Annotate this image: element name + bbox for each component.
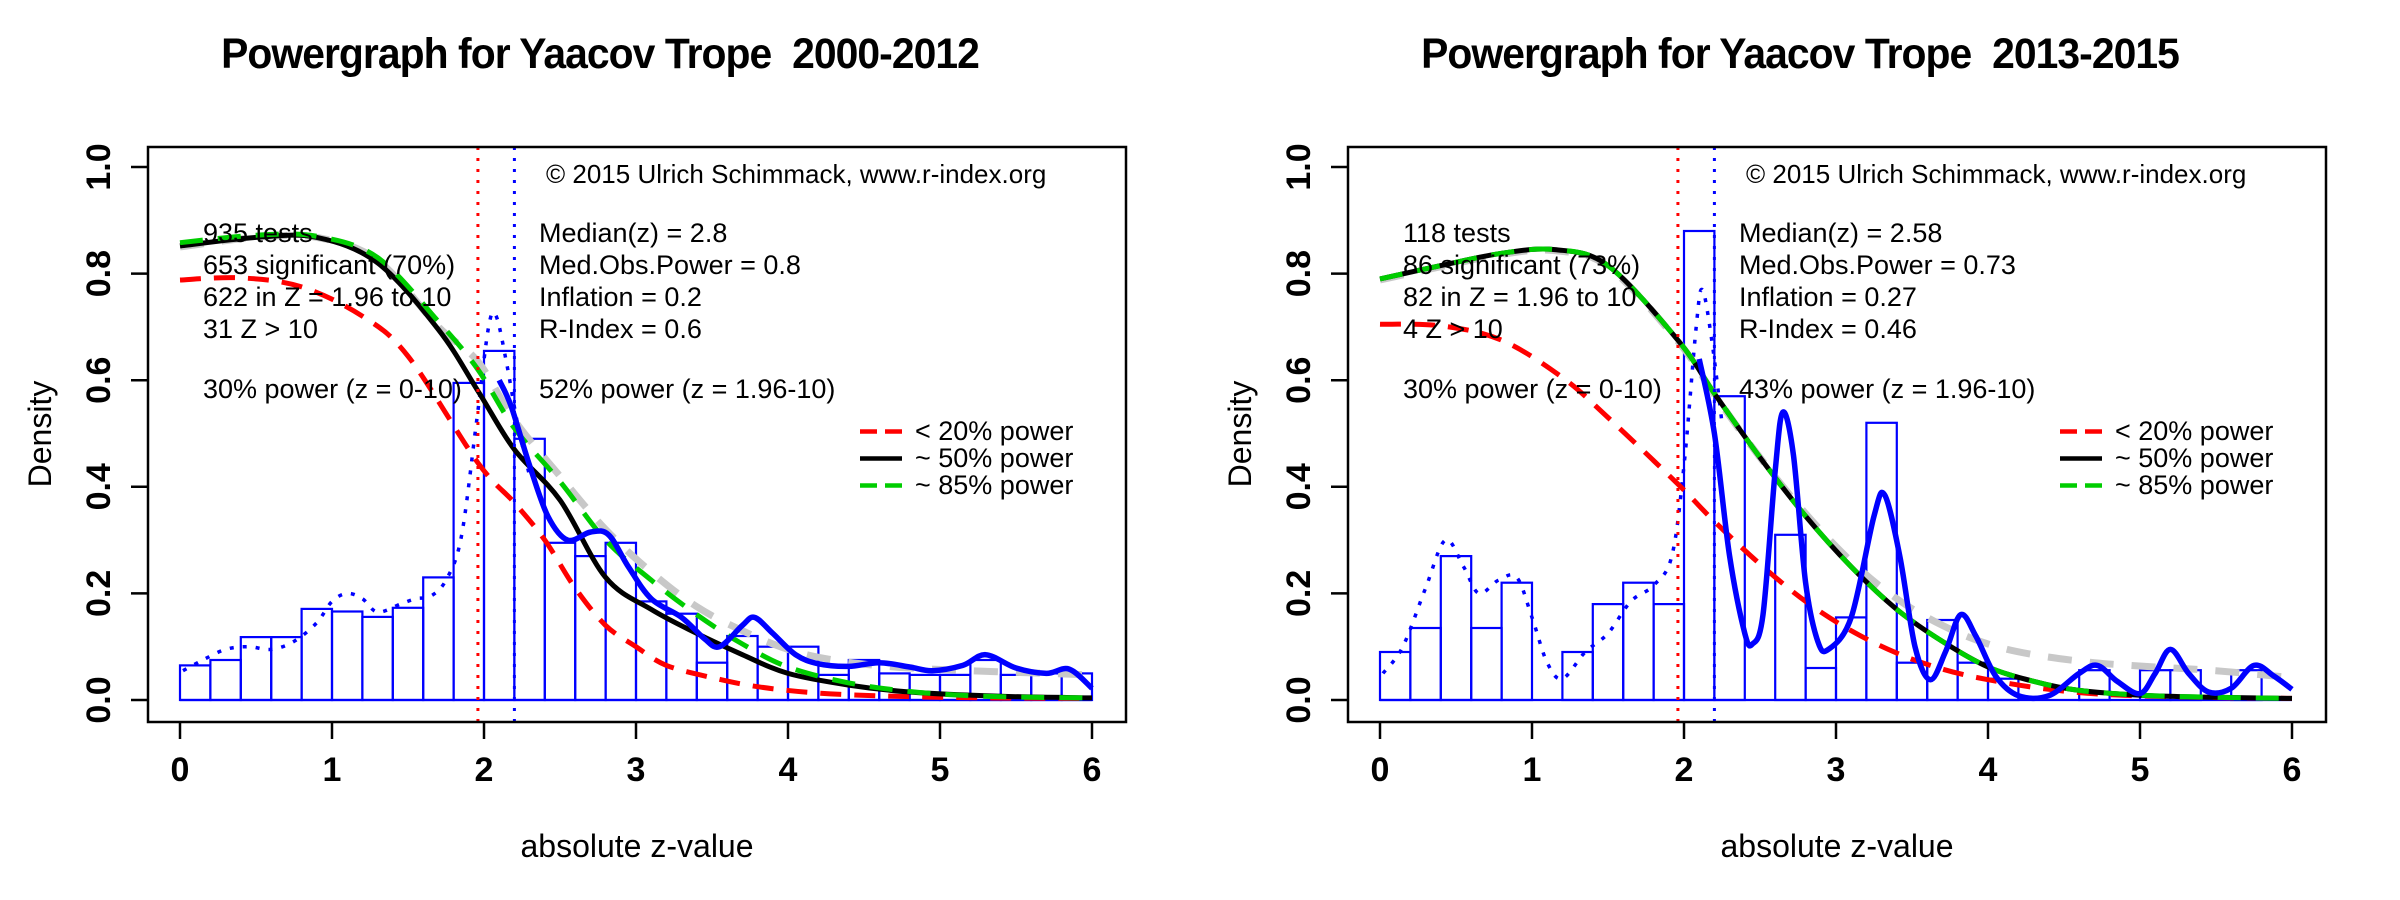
x-tick-label: 2 [475, 751, 494, 789]
y-tick-label: 0.0 [1280, 676, 1318, 723]
curve-all_density [1381, 287, 1724, 681]
legend-label: < 20% power [2115, 416, 2274, 446]
y-tick-label: 0.6 [80, 357, 118, 404]
y-tick-label: 1.0 [80, 143, 118, 190]
stat-z-range: 82 in Z = 1.96 to 10 [1403, 282, 1637, 312]
y-tick-label: 0.0 [80, 676, 118, 723]
curve-power_low [179, 275, 1093, 701]
panel-2013-2015: Powergraph for Yaacov Trope 2013-2015 © … [1200, 0, 2400, 900]
x-tick-label: 6 [2283, 751, 2302, 789]
curve-sig_density [496, 379, 1094, 691]
x-axis-title: absolute z-value [1720, 828, 1954, 864]
x-tick-label: 0 [1371, 751, 1390, 789]
legend-label: ~ 85% power [2115, 470, 2274, 500]
y-tick-label: 0.8 [1280, 250, 1318, 297]
histogram-bar [665, 612, 698, 702]
result-median: Median(z) = 2.58 [1739, 218, 1943, 248]
result-median: Median(z) = 2.8 [539, 218, 728, 248]
result-r-index: R-Index = 0.46 [1739, 314, 1917, 344]
legend-line-green-icon [2060, 483, 2102, 488]
histogram-bar [2078, 669, 2111, 702]
x-tick-label: 1 [1523, 751, 1542, 789]
legend-line-green-icon [860, 483, 902, 488]
y-tick-label: 0.4 [80, 463, 118, 510]
legend-item-low-power: < 20% power [858, 416, 1074, 446]
histogram-bar [1986, 677, 2020, 702]
legend-item-85-power: ~ 85% power [2058, 470, 2274, 500]
legend-line-black-icon [860, 456, 902, 461]
x-tick-label: 4 [1979, 751, 1998, 789]
power-significant: 52% power (z = 1.96-10) [539, 374, 836, 404]
y-tick-label: 0.4 [1280, 463, 1318, 510]
histogram-bar [1926, 618, 1959, 702]
stat-z-gt10: 4 Z > 10 [1403, 314, 1503, 344]
plot-area-1: 0 1 2 3 4 5 6 0.0 0.2 0.4 0.6 0.8 1.0 [1280, 143, 2328, 789]
curve-sig_density [1696, 358, 2294, 702]
y-tick-label: 0.6 [1280, 357, 1318, 404]
x-tick-label: 5 [2131, 751, 2150, 789]
histogram-bar [1500, 581, 1534, 702]
power-significant: 43% power (z = 1.96-10) [1739, 374, 2036, 404]
x-tick-label: 6 [1083, 751, 1102, 789]
y-axis-title: Density [1222, 380, 1258, 488]
stat-tests: 118 tests [1403, 218, 1511, 248]
legend-line-red-icon [2060, 429, 2102, 434]
legend-line-black-icon [2060, 456, 2102, 461]
curve-power_85 [1379, 246, 2293, 701]
legend-label: ~ 50% power [2115, 443, 2274, 473]
copyright-note: © 2015 Ulrich Schimmack, www.r-index.org [546, 159, 1047, 189]
stat-z-gt10: 31 Z > 10 [203, 314, 318, 344]
legend-item-50-power: ~ 50% power [858, 443, 1074, 473]
y-tick-label: 0.8 [80, 250, 118, 297]
power-overall: 30% power (z = 0-10) [203, 374, 462, 404]
result-inflation: Inflation = 0.2 [539, 282, 702, 312]
legend-item-50-power: ~ 50% power [2058, 443, 2274, 473]
curve-power_85 [179, 231, 1093, 701]
panel-title: Powergraph for Yaacov Trope 2000-2012 [221, 30, 980, 78]
x-tick-label: 0 [171, 751, 190, 789]
stat-tests: 935 tests [203, 218, 313, 248]
stat-significant: 86 significant (73%) [1403, 250, 1641, 280]
legend: < 20% power ~ 50% power ~ 85% power [858, 416, 1074, 500]
x-tick-label: 2 [1675, 751, 1694, 789]
x-tick-label: 3 [627, 751, 646, 789]
result-r-index: R-Index = 0.6 [539, 314, 702, 344]
curve-all_density [182, 310, 532, 673]
stat-significant: 653 significant (70%) [203, 250, 456, 280]
y-tick-label: 0.2 [80, 570, 118, 617]
power-overall: 30% power (z = 0-10) [1403, 374, 1662, 404]
y-axis-title: Density [22, 380, 58, 488]
panel-title: Powergraph for Yaacov Trope 2013-2015 [1421, 30, 2180, 78]
y-tick-label: 0.2 [1280, 570, 1318, 617]
x-tick-label: 3 [1827, 751, 1846, 789]
x-tick-label: 5 [931, 751, 950, 789]
legend-line-red-icon [860, 429, 902, 434]
legend: < 20% power ~ 50% power ~ 85% power [2058, 416, 2274, 500]
histogram-bar [1774, 533, 1807, 702]
panel-2000-2012: Powergraph for Yaacov Trope 2000-2012 © … [22, 30, 1074, 864]
plot-area-0: 0 1 2 3 4 5 6 0.0 0.2 0.4 0.6 0.8 1.0 [80, 143, 1128, 789]
result-med-obs-power: Med.Obs.Power = 0.8 [539, 250, 801, 280]
x-axis-title: absolute z-value [520, 828, 754, 864]
legend-label: ~ 50% power [915, 443, 1074, 473]
x-tick-label: 1 [323, 751, 342, 789]
copyright-note: © 2015 Ulrich Schimmack, www.r-index.org [1746, 159, 2247, 189]
y-tick-label: 1.0 [1280, 143, 1318, 190]
result-med-obs-power: Med.Obs.Power = 0.73 [1739, 250, 2016, 280]
result-inflation: Inflation = 0.27 [1739, 282, 1917, 312]
stat-z-range: 622 in Z = 1.96 to 10 [203, 282, 452, 312]
legend-label: ~ 85% power [915, 470, 1074, 500]
legend-item-85-power: ~ 85% power [858, 470, 1074, 500]
legend-label: < 20% power [915, 416, 1074, 446]
legend-item-low-power: < 20% power [2058, 416, 2274, 446]
x-tick-label: 4 [779, 751, 798, 789]
